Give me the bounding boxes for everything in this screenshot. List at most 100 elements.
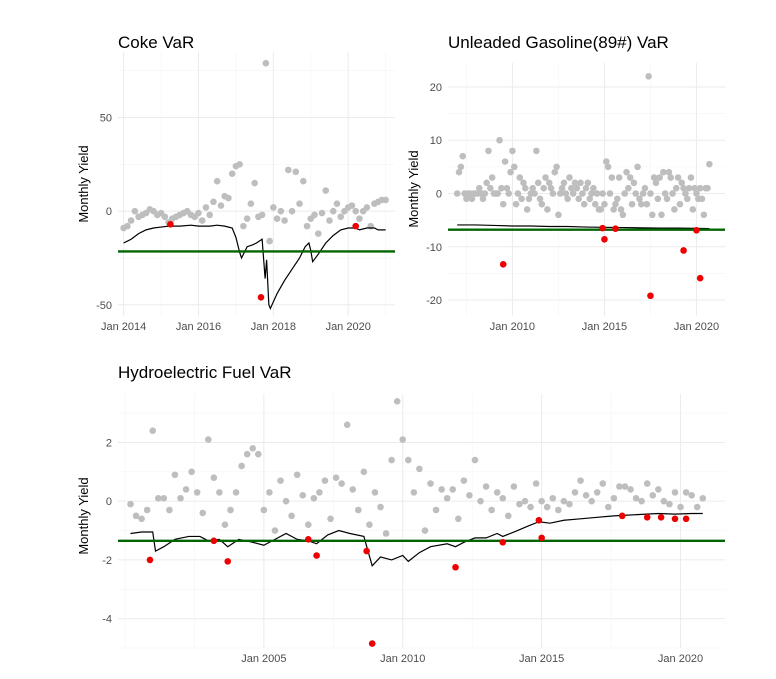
breach-point xyxy=(599,224,606,232)
return-point xyxy=(343,421,351,429)
return-point xyxy=(281,217,288,224)
return-point xyxy=(348,202,356,209)
return-point xyxy=(468,195,476,203)
return-point xyxy=(322,187,330,194)
return-point xyxy=(571,489,579,496)
breaches-series xyxy=(499,224,704,300)
return-point xyxy=(260,506,268,514)
return-point xyxy=(363,204,371,211)
return-point xyxy=(503,184,511,192)
return-point xyxy=(615,174,623,181)
return-point xyxy=(227,506,234,514)
return-point xyxy=(616,483,623,490)
y-tick-label: 0 xyxy=(436,188,442,200)
breach-point xyxy=(257,293,265,301)
return-point xyxy=(182,486,190,493)
return-point xyxy=(416,465,423,473)
return-point xyxy=(568,184,575,192)
return-point xyxy=(706,160,713,168)
return-point xyxy=(482,483,490,490)
return-point xyxy=(282,497,290,505)
return-point xyxy=(593,190,601,197)
return-point xyxy=(432,506,440,514)
return-point xyxy=(463,195,470,203)
return-point xyxy=(621,190,628,197)
return-point xyxy=(639,190,647,197)
return-point xyxy=(608,174,616,181)
return-point xyxy=(509,147,516,155)
return-point xyxy=(571,179,579,187)
return-point xyxy=(682,190,689,197)
return-point xyxy=(510,163,518,171)
return-point xyxy=(316,489,323,496)
return-point xyxy=(498,184,505,192)
return-point xyxy=(382,530,390,537)
return-point xyxy=(318,209,326,217)
return-point xyxy=(349,486,357,493)
return-point xyxy=(619,211,627,219)
return-point xyxy=(161,213,169,221)
return-point xyxy=(688,492,695,499)
breach-point xyxy=(304,536,312,543)
return-point xyxy=(198,217,206,224)
return-point xyxy=(171,471,179,479)
return-point xyxy=(238,462,245,470)
return-point xyxy=(236,161,243,168)
breach-point xyxy=(363,547,370,555)
return-point xyxy=(612,200,619,208)
return-point xyxy=(677,503,684,511)
return-point xyxy=(249,445,257,452)
breach-point xyxy=(535,516,543,524)
return-point xyxy=(270,204,277,211)
return-point xyxy=(388,456,395,464)
y-tick-label: -20 xyxy=(426,295,442,307)
y-tick-label: -10 xyxy=(426,242,442,254)
x-tick-label: Jan 2010 xyxy=(380,653,425,665)
return-point xyxy=(601,200,608,208)
return-point xyxy=(240,222,247,230)
return-point xyxy=(564,195,571,203)
return-point xyxy=(338,480,345,487)
return-point xyxy=(326,217,333,224)
breach-point xyxy=(499,538,507,546)
return-point xyxy=(638,497,645,505)
return-point xyxy=(488,174,496,181)
return-point xyxy=(700,211,708,219)
return-point xyxy=(551,168,559,176)
breach-point xyxy=(647,292,654,300)
return-point xyxy=(512,200,520,208)
return-point xyxy=(556,190,564,197)
return-point xyxy=(648,211,656,219)
breach-point xyxy=(313,552,320,559)
return-point xyxy=(569,190,577,197)
x-tick-label: Jan 2015 xyxy=(519,653,564,665)
return-point xyxy=(228,170,236,178)
return-point xyxy=(667,174,675,181)
return-point xyxy=(453,190,461,197)
return-point xyxy=(602,158,610,165)
return-point xyxy=(610,494,618,502)
return-point xyxy=(630,179,638,187)
return-point xyxy=(360,468,368,476)
return-point xyxy=(534,179,542,187)
return-point xyxy=(525,195,533,203)
return-point xyxy=(258,211,266,219)
return-point xyxy=(588,190,595,197)
return-point xyxy=(225,194,232,202)
return-point xyxy=(262,59,270,67)
return-point xyxy=(485,147,492,155)
return-point xyxy=(457,163,465,171)
return-point xyxy=(332,474,340,481)
breach-point xyxy=(210,537,218,545)
return-point xyxy=(536,195,544,203)
return-point xyxy=(221,521,229,528)
return-point xyxy=(599,480,607,487)
return-point xyxy=(514,190,522,197)
return-point xyxy=(296,200,303,207)
return-point xyxy=(680,184,687,192)
return-point xyxy=(580,200,588,208)
breach-point xyxy=(657,514,665,521)
return-point xyxy=(643,200,651,208)
return-point xyxy=(562,190,570,197)
return-point xyxy=(597,206,605,213)
